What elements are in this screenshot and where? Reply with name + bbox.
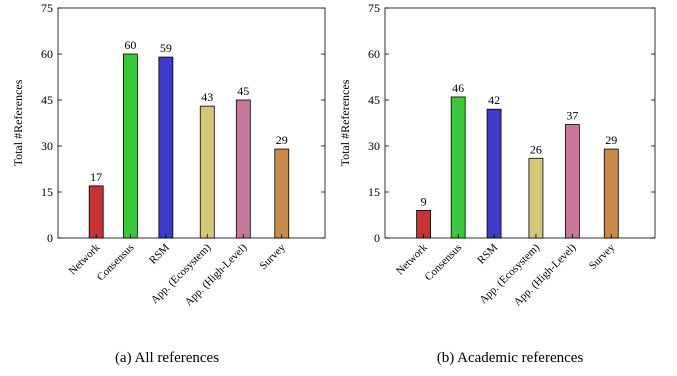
bar-value-label: 9 <box>421 194 427 208</box>
y-tick-label: 75 <box>41 1 53 15</box>
bar-value-label: 37 <box>566 109 578 123</box>
x-tick-label: RSM <box>147 241 172 266</box>
y-axis-label: Total #References <box>11 79 25 166</box>
y-tick-label: 0 <box>374 231 380 245</box>
chart-caption: (b) Academic references <box>437 350 584 366</box>
y-tick-label: 60 <box>368 47 380 61</box>
x-tick-label: App. (High-Level) <box>512 241 579 308</box>
bar-network <box>88 185 104 239</box>
bar-network <box>416 209 432 239</box>
bar-app-ecosystem <box>199 105 215 239</box>
x-tick-label: Survey <box>257 241 288 272</box>
bar-value-label: 59 <box>160 41 172 55</box>
plot-frame <box>384 7 656 239</box>
bar-value-label: 29 <box>605 133 617 147</box>
y-tick-label: 60 <box>41 47 53 61</box>
y-tick-label: 15 <box>368 185 380 199</box>
bar-rsm <box>486 108 502 239</box>
bar-app-high-level <box>235 99 251 239</box>
y-tick-label: 75 <box>368 1 380 15</box>
bar-value-label: 46 <box>452 81 464 95</box>
y-axis-label: Total #References <box>338 79 352 166</box>
x-tick-label: Consensus <box>95 242 137 284</box>
bar-value-label: 45 <box>237 84 249 98</box>
bar-value-label: 60 <box>124 38 136 52</box>
chart-caption: (a) All references <box>115 350 219 366</box>
bar-rsm <box>158 56 174 239</box>
bar-value-label: 42 <box>488 93 500 107</box>
bar-consensus <box>122 53 138 239</box>
bar-survey <box>274 148 290 239</box>
y-tick-label: 15 <box>41 185 53 199</box>
x-tick-label: App. (High-Level) <box>183 241 250 308</box>
plot-frame <box>57 7 326 239</box>
y-tick-label: 30 <box>368 139 380 153</box>
bar-value-label: 26 <box>530 142 542 156</box>
bar-app-ecosystem <box>528 157 544 239</box>
y-tick-label: 30 <box>41 139 53 153</box>
y-tick-label: 45 <box>41 93 53 107</box>
bar-value-label: 43 <box>201 90 213 104</box>
bar-consensus <box>450 96 466 239</box>
bar-value-label: 17 <box>90 170 102 184</box>
x-tick-label: RSM <box>475 241 500 266</box>
bar-value-label: 29 <box>276 133 288 147</box>
bar-survey <box>603 148 619 239</box>
x-tick-label: Survey <box>587 241 618 272</box>
x-tick-label: Consensus <box>423 242 465 284</box>
bar-app-high-level <box>564 124 580 239</box>
y-tick-label: 45 <box>368 93 380 107</box>
y-tick-label: 0 <box>47 231 53 245</box>
